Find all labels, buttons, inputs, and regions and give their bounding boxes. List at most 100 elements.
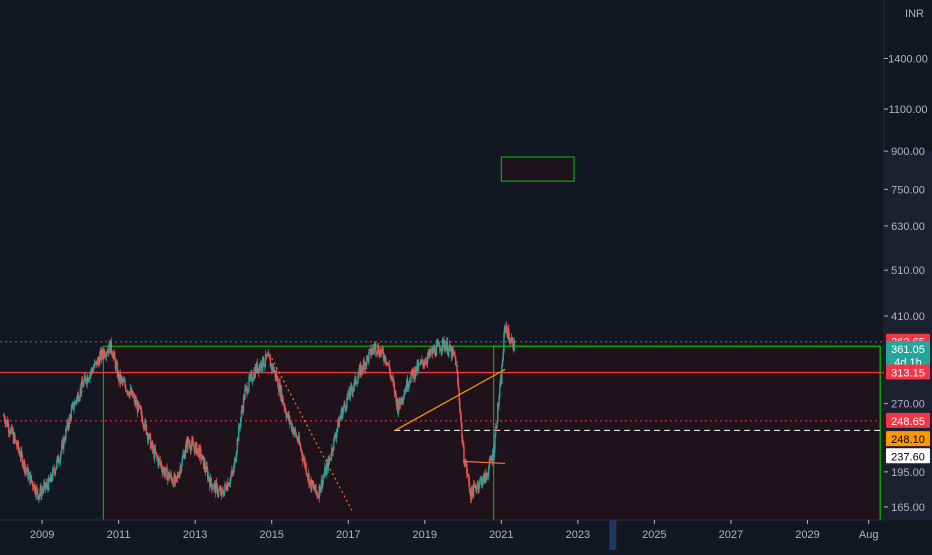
candle-body bbox=[115, 363, 117, 369]
candle-body bbox=[419, 361, 422, 365]
candle-body bbox=[35, 487, 37, 496]
candle-body bbox=[48, 477, 50, 482]
candle-body bbox=[471, 487, 473, 492]
candle-body bbox=[235, 457, 237, 463]
candle-body bbox=[329, 458, 332, 460]
candle-body bbox=[445, 347, 447, 351]
y-tick-label: 510.00 bbox=[891, 265, 925, 277]
candle-body bbox=[301, 451, 303, 457]
candle-body bbox=[106, 352, 108, 354]
candle-body bbox=[348, 391, 350, 397]
candle-body bbox=[460, 416, 462, 423]
candle-body bbox=[501, 365, 503, 384]
candle-body bbox=[375, 343, 377, 353]
candle-body bbox=[392, 377, 394, 382]
candle-body bbox=[410, 369, 413, 376]
candle-body bbox=[111, 350, 113, 355]
candle-body bbox=[397, 408, 400, 414]
candle-body bbox=[293, 431, 295, 434]
candle-body bbox=[466, 473, 469, 475]
candle-body bbox=[247, 388, 250, 393]
candle-body bbox=[260, 362, 263, 369]
candle-body bbox=[14, 434, 16, 440]
candle-body bbox=[407, 387, 409, 389]
candle-body bbox=[144, 420, 146, 429]
candle-body bbox=[356, 383, 358, 385]
candle-body bbox=[446, 341, 449, 355]
candle-body bbox=[352, 389, 354, 393]
candle-body bbox=[300, 449, 303, 452]
candle-body bbox=[21, 450, 23, 456]
y-tick-label: 270.00 bbox=[891, 399, 925, 411]
x-tick-label: 2017 bbox=[336, 529, 360, 541]
candle-body bbox=[182, 455, 184, 458]
candle-body bbox=[357, 377, 359, 384]
x-tick-label: 2019 bbox=[413, 529, 437, 541]
candle-body bbox=[36, 487, 38, 489]
candle-body bbox=[204, 461, 206, 470]
candle-body bbox=[315, 491, 318, 494]
candle-body bbox=[512, 338, 514, 348]
candle-body bbox=[194, 444, 197, 454]
candle-body bbox=[349, 386, 352, 397]
candle-body bbox=[254, 366, 256, 378]
candle-body bbox=[261, 368, 263, 370]
price-tag-1 bbox=[886, 340, 930, 369]
candle-body bbox=[142, 424, 145, 428]
candle-body bbox=[269, 358, 272, 368]
candle-body bbox=[448, 348, 450, 354]
y-tick-label: 1100.00 bbox=[889, 104, 928, 116]
candle-body bbox=[266, 355, 269, 357]
candle-body bbox=[50, 474, 53, 480]
candle-body bbox=[201, 455, 203, 459]
candle-body bbox=[153, 448, 156, 459]
price-tag-5 bbox=[886, 448, 930, 464]
candle-body bbox=[377, 346, 380, 354]
candle-body bbox=[462, 444, 464, 447]
candle-body bbox=[88, 378, 90, 380]
price-tag-4 bbox=[886, 431, 930, 447]
candle-body bbox=[381, 347, 384, 352]
candle-body bbox=[141, 415, 143, 423]
x-tick-label: 2015 bbox=[259, 529, 283, 541]
x-tick-label: 2023 bbox=[566, 529, 590, 541]
candle-body bbox=[167, 475, 169, 481]
candle-body bbox=[353, 379, 356, 387]
candle-body bbox=[370, 352, 373, 356]
candle-body bbox=[67, 421, 69, 427]
y-tick-label: 410.00 bbox=[891, 311, 925, 323]
candle-body bbox=[332, 450, 334, 452]
candle-body bbox=[284, 408, 287, 414]
currency-badge[interactable]: INR bbox=[905, 8, 924, 20]
candle-body bbox=[68, 416, 70, 428]
candle-body bbox=[459, 400, 461, 412]
candle-body bbox=[426, 356, 429, 363]
candle-body bbox=[222, 490, 224, 495]
candle-body bbox=[176, 477, 178, 479]
candle-body bbox=[402, 399, 405, 401]
candle-body bbox=[63, 438, 66, 441]
candle-body bbox=[411, 369, 414, 373]
candle-body bbox=[366, 355, 368, 365]
candle-body bbox=[78, 399, 80, 402]
candle-body bbox=[58, 461, 61, 463]
candle-body bbox=[264, 363, 266, 366]
candle-body bbox=[273, 371, 275, 373]
candle-body bbox=[435, 345, 438, 356]
candle-body bbox=[244, 388, 246, 400]
candle-body bbox=[501, 360, 504, 366]
price-tag-label: 237.60 bbox=[891, 451, 925, 463]
candle-body bbox=[308, 473, 310, 486]
candle-body bbox=[362, 360, 365, 371]
candle-body bbox=[376, 353, 378, 355]
candle-body bbox=[291, 423, 293, 431]
candle-body bbox=[27, 467, 29, 479]
candle-body bbox=[513, 340, 515, 351]
candle-body bbox=[131, 390, 134, 398]
candle-body bbox=[256, 362, 259, 372]
candle-body bbox=[346, 397, 349, 399]
candle-body bbox=[474, 485, 477, 489]
candle-body bbox=[380, 350, 383, 354]
